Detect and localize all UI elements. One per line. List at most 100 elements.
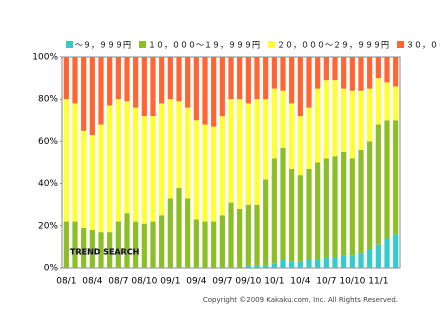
bar-segment <box>150 221 156 268</box>
bar-segment <box>254 265 260 268</box>
bar-segment <box>228 57 234 100</box>
bar-segment <box>107 232 113 268</box>
bar-segment <box>315 57 321 89</box>
bar-segment <box>98 124 104 233</box>
bar-segment <box>72 103 78 222</box>
y-tick-label: 60% <box>38 137 58 147</box>
bar-segment <box>89 57 95 136</box>
bar-segment <box>193 120 199 220</box>
bar-segment <box>124 213 130 268</box>
legend-label: ～９，９９９円 <box>75 41 131 50</box>
bar-segment <box>349 255 355 268</box>
bar-segment <box>245 265 251 268</box>
bar-segment <box>89 230 95 268</box>
bar-segment <box>306 107 312 169</box>
bar-segment <box>107 57 113 106</box>
bar-segment <box>367 57 373 89</box>
bar-segment <box>81 57 87 131</box>
bar-segment <box>271 263 277 268</box>
bar-segment <box>271 88 277 159</box>
bar-segment <box>297 57 303 117</box>
bar-segment <box>219 116 225 216</box>
bar-segment <box>107 105 113 233</box>
legend-label: ２０，０００～２９，９９９円 <box>277 41 389 50</box>
y-tick-label: 20% <box>38 221 58 231</box>
bar-segment <box>185 198 191 268</box>
bar-segment <box>280 147 286 260</box>
bar-segment <box>176 101 182 188</box>
bar-segment <box>193 219 199 268</box>
bar-segment <box>393 57 399 87</box>
bar-segment <box>115 221 121 268</box>
legend-swatch <box>66 41 73 48</box>
bar-segment <box>375 78 381 125</box>
bar-segment <box>81 130 87 228</box>
bar-segment <box>219 57 225 117</box>
legend-label: １０，０００～１９，９９９円 <box>148 41 260 50</box>
copyright: Copyright ©2009 Kakaku.com, Inc. All Rig… <box>203 296 398 304</box>
bar-segment <box>185 57 191 108</box>
bar-segment <box>315 259 321 268</box>
bar-segment <box>297 261 303 268</box>
bar-segment <box>150 116 156 222</box>
bar-segment <box>133 107 139 222</box>
x-tick-label: 09/10 <box>235 277 261 287</box>
x-tick-label: 09/7 <box>212 277 232 287</box>
bar-segment <box>341 255 347 268</box>
bar-segment <box>332 156 338 258</box>
x-tick-label: 10/4 <box>290 277 310 287</box>
bar-segment <box>159 103 165 216</box>
bar-segment <box>341 151 347 256</box>
bar-segment <box>306 259 312 268</box>
bar-segment <box>384 57 390 83</box>
bar-segment <box>98 57 104 125</box>
bar-segment <box>375 244 381 268</box>
bar-segment <box>245 204 251 266</box>
bar-segment <box>384 238 390 268</box>
bar-segment <box>315 162 321 260</box>
legend-swatch <box>268 41 275 48</box>
bar-segment <box>89 135 95 231</box>
bar-segment <box>245 103 251 205</box>
bar-segment <box>393 86 399 121</box>
bar-segment <box>384 82 390 121</box>
bar-segment <box>159 215 165 268</box>
bar-segment <box>115 99 121 222</box>
bar-segment <box>228 202 234 268</box>
y-tick-label: 80% <box>38 95 58 105</box>
y-tick-label: 40% <box>38 179 58 189</box>
bar-segment <box>375 124 381 245</box>
bar-segment <box>280 57 286 91</box>
bar-segment <box>63 57 69 100</box>
x-tick-label: 08/7 <box>108 277 128 287</box>
bar-segment <box>211 126 217 222</box>
bar-segment <box>349 158 355 256</box>
x-tick-label: 08/10 <box>131 277 157 287</box>
bar-segment <box>211 57 217 127</box>
bar-segment <box>202 57 208 125</box>
bar-segment <box>245 57 251 104</box>
bar-segment <box>280 90 286 148</box>
bar-segment <box>263 179 269 266</box>
legend-swatch <box>139 41 146 48</box>
logo: TREND SEARCH <box>70 248 139 257</box>
bar-segment <box>159 57 165 104</box>
x-tick-label: 09/4 <box>186 277 206 287</box>
bar-segment <box>254 204 260 266</box>
bar-segment <box>141 116 147 224</box>
bar-segment <box>263 57 269 100</box>
x-tick-label: 10/7 <box>316 277 336 287</box>
bar-segment <box>323 257 329 268</box>
bar-segment <box>167 198 173 268</box>
bar-segment <box>219 215 225 268</box>
x-tick-label: 08/1 <box>56 277 76 287</box>
bar-segment <box>228 99 234 203</box>
bar-segment <box>237 99 243 209</box>
bar-segment <box>141 223 147 268</box>
bar-segment <box>306 57 312 108</box>
x-tick-label: 11/1 <box>368 277 388 287</box>
bar-segment <box>237 57 243 100</box>
bar-segment <box>211 221 217 268</box>
bar-segment <box>289 168 295 262</box>
bar-segment <box>167 99 173 199</box>
